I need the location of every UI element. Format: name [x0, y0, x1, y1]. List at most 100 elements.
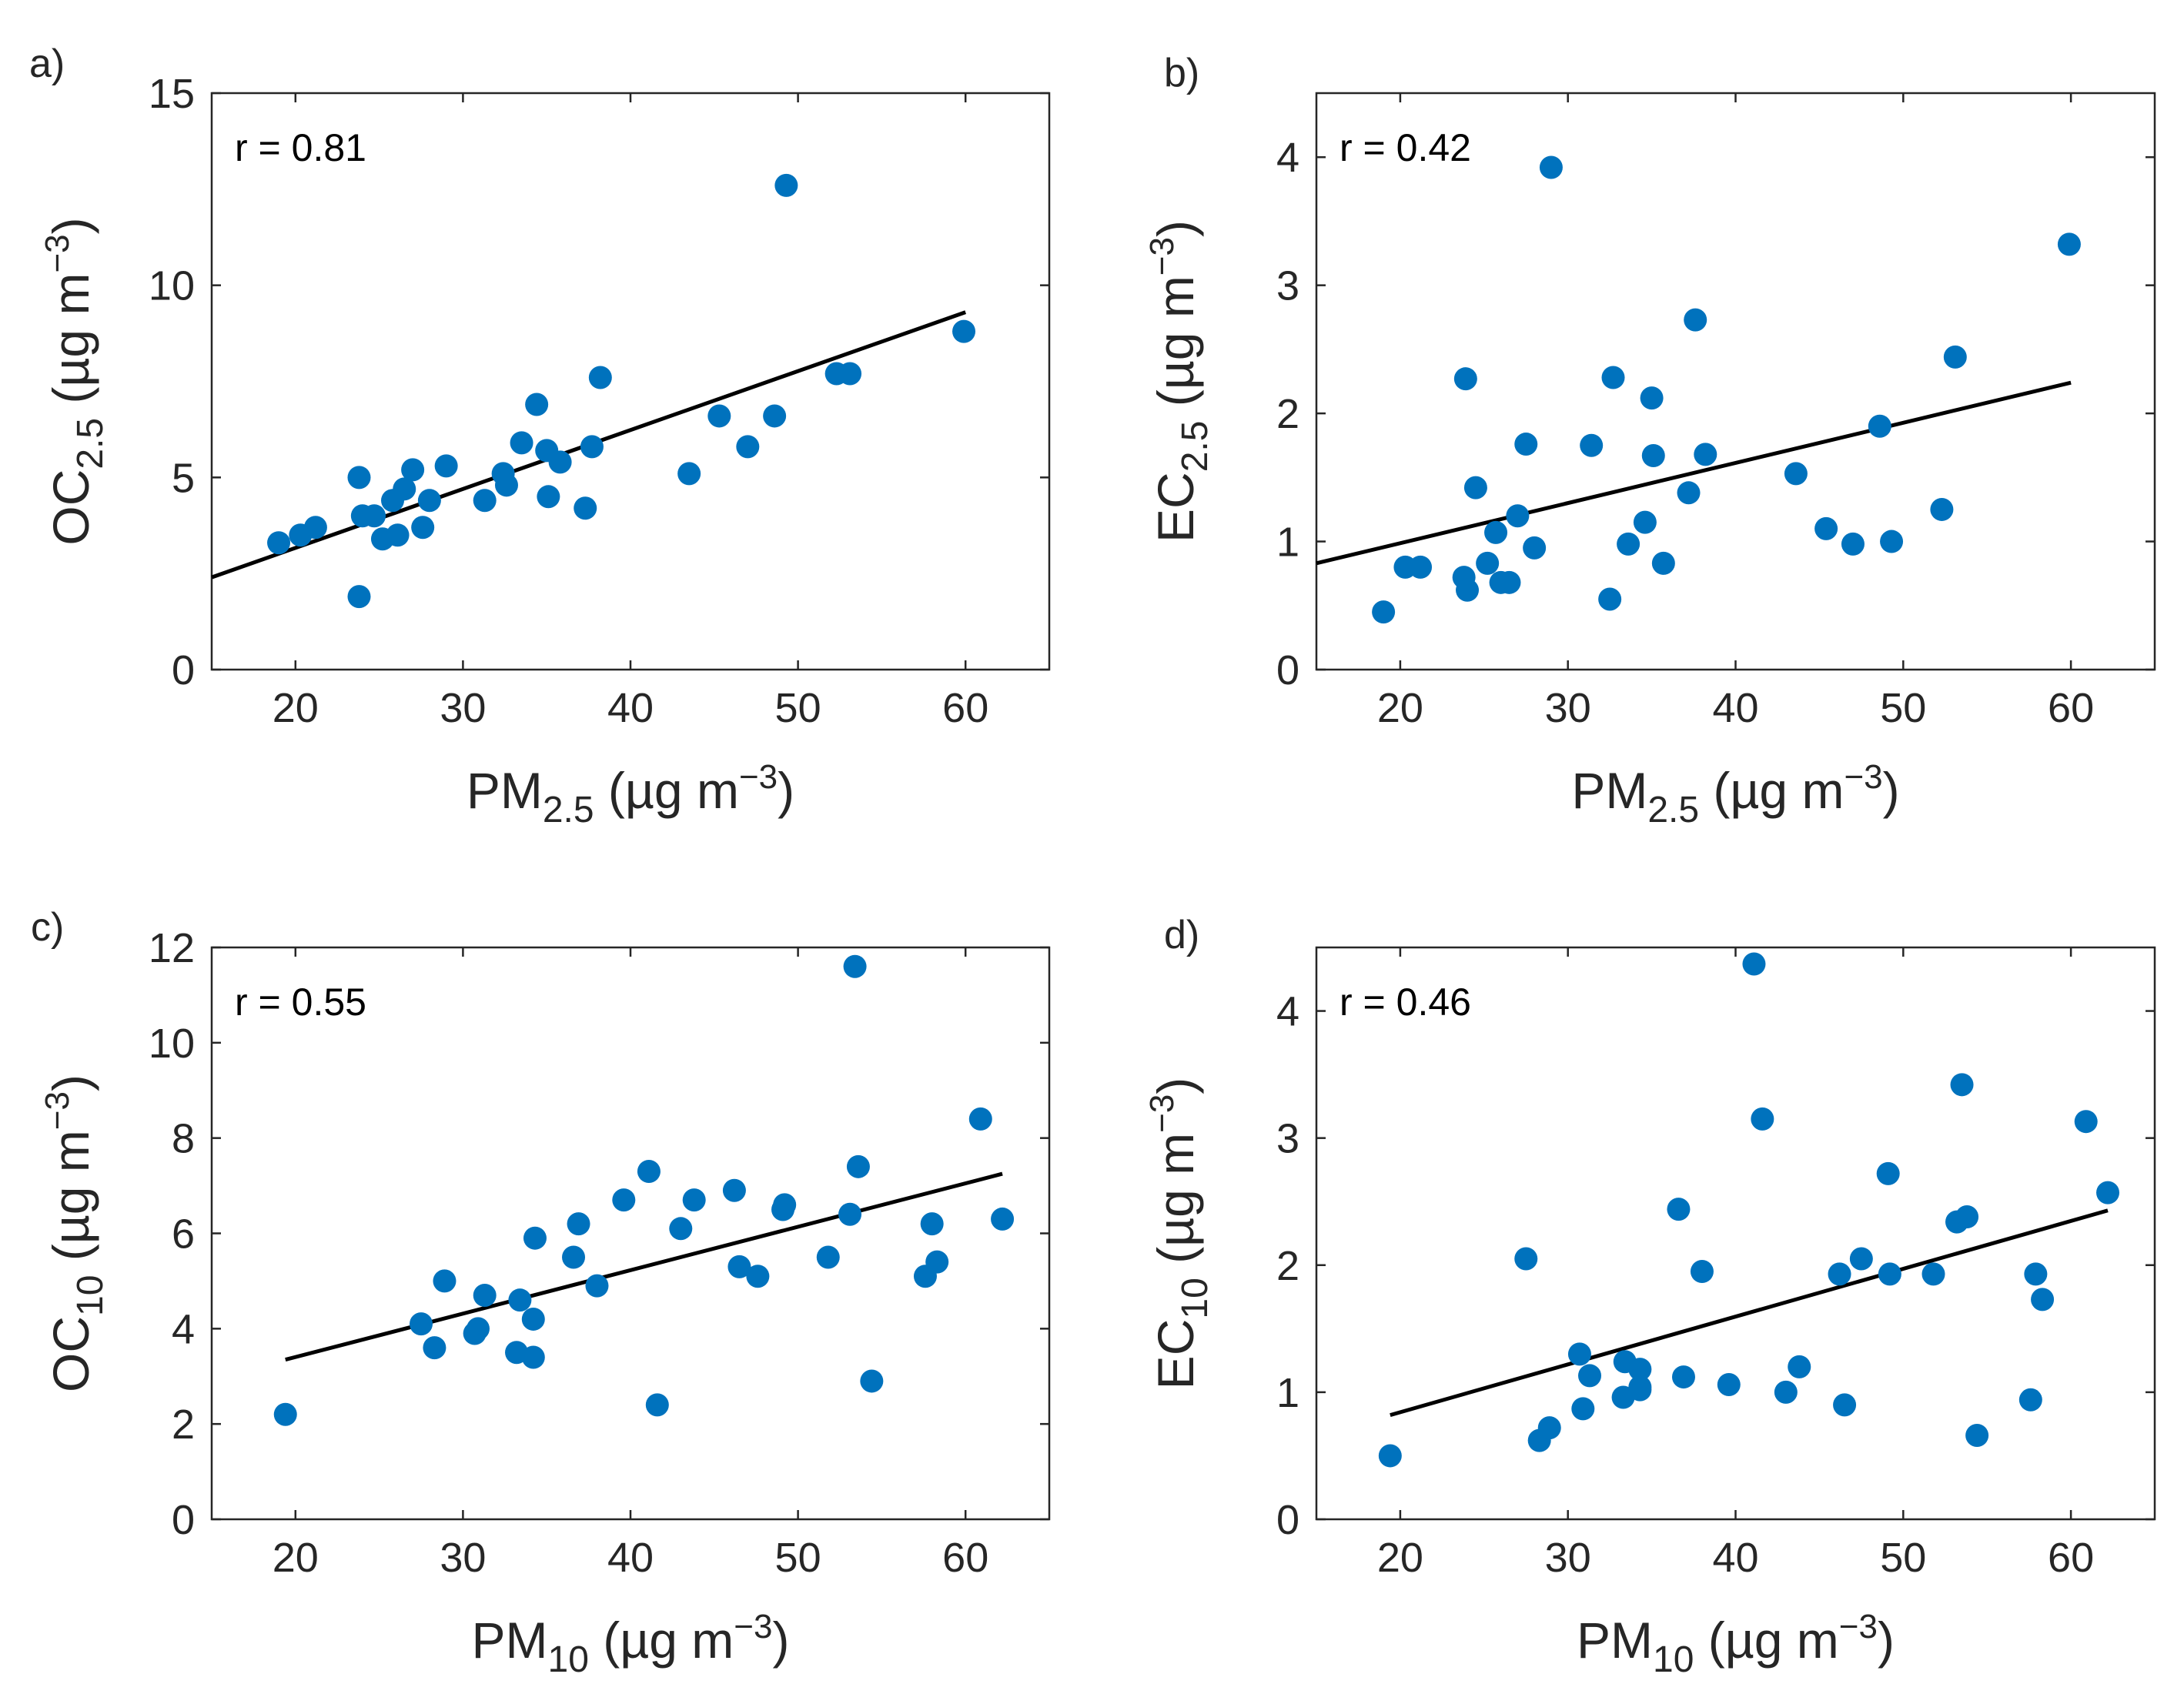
axes-box	[1315, 92, 2156, 671]
data-point	[347, 585, 371, 609]
y-label-base: EC	[1147, 472, 1204, 543]
x-label-subscript: 10	[548, 1639, 589, 1680]
y-label-unit: (µg m	[42, 273, 99, 418]
data-point	[773, 1193, 797, 1217]
data-point	[1628, 1358, 1652, 1382]
data-point	[736, 435, 760, 459]
data-point	[952, 319, 976, 343]
data-point	[401, 458, 425, 482]
y-axis-label: EC2.5 (µg m−3)	[1143, 220, 1216, 543]
y-tick-label: 6	[172, 1211, 195, 1258]
y-label-base: EC	[1147, 1319, 1204, 1390]
data-point	[669, 1217, 693, 1241]
data-point	[466, 1317, 490, 1341]
x-label-unit: (µg m	[594, 762, 739, 819]
data-point	[267, 531, 291, 555]
regression-line	[285, 1171, 1003, 1362]
data-point	[1784, 462, 1808, 486]
x-label-superscript: −3	[1839, 1608, 1878, 1646]
data-point	[846, 1154, 870, 1178]
data-point	[1601, 366, 1625, 389]
y-label-subscript: 10	[70, 1275, 111, 1316]
data-point	[774, 173, 798, 197]
y-label-superscript: −3	[1143, 237, 1181, 276]
data-point	[473, 489, 497, 513]
x-tick-label: 60	[942, 685, 988, 731]
x-label-unit: (µg m	[1694, 1612, 1838, 1669]
y-axis-label: EC10 (µg m−3)	[1143, 1078, 1216, 1390]
data-point	[1849, 1247, 1873, 1271]
data-point	[991, 1207, 1015, 1231]
data-point	[1876, 1161, 1900, 1185]
y-label-close: )	[42, 217, 99, 234]
x-axis-label: PM10 (µg m−3)	[1577, 1608, 1895, 1680]
data-point	[637, 1160, 661, 1184]
y-tick-label: 0	[1276, 647, 1299, 693]
correlation-annotation: r = 0.42	[1339, 126, 1471, 169]
data-point	[2057, 232, 2081, 256]
y-tick-label: 15	[149, 71, 195, 117]
data-point	[417, 489, 441, 513]
data-point	[1409, 555, 1433, 579]
panel-label: a)	[29, 42, 65, 86]
y-tick-label: 0	[172, 1497, 195, 1543]
x-label-unit: (µg m	[1699, 762, 1844, 819]
panel-label: b)	[1164, 51, 1199, 95]
x-tick-label: 30	[1545, 1535, 1591, 1581]
data-point	[1567, 1342, 1591, 1366]
x-tick-label: 60	[2048, 685, 2094, 731]
data-point	[707, 404, 731, 428]
data-point	[410, 1312, 433, 1336]
y-tick-label: 2	[1276, 1243, 1299, 1289]
y-label-close: )	[1147, 1078, 1204, 1094]
data-point	[525, 393, 549, 416]
y-label-base: OC	[42, 469, 99, 546]
data-point	[727, 1255, 751, 1278]
data-point	[523, 1226, 547, 1250]
data-point	[588, 366, 612, 389]
data-point	[1641, 444, 1665, 468]
data-point	[473, 1283, 497, 1307]
regression-line	[1316, 380, 2072, 566]
x-tick-label: 60	[2048, 1535, 2094, 1581]
x-tick-label: 40	[1712, 685, 1758, 731]
x-axis-label: PM2.5 (µg m−3)	[1571, 758, 1899, 830]
axes-box	[210, 92, 1051, 671]
y-tick-label: 2	[1276, 391, 1299, 437]
y-label-superscript: −3	[38, 1091, 76, 1130]
y-tick-label: 4	[172, 1306, 195, 1352]
data-point	[645, 1393, 669, 1417]
data-point	[1742, 952, 1766, 976]
x-tick-label: 20	[273, 685, 319, 731]
data-point	[1828, 1262, 1851, 1286]
data-point	[1677, 481, 1701, 505]
data-point	[363, 504, 386, 528]
correlation-annotation: r = 0.46	[1339, 981, 1471, 1024]
x-tick-label: 30	[440, 1535, 486, 1581]
x-label-base: PM	[472, 1612, 548, 1669]
y-tick-label: 10	[149, 1021, 195, 1067]
data-point	[1667, 1198, 1691, 1221]
data-point	[1814, 516, 1838, 540]
data-point	[682, 1188, 706, 1212]
y-tick-label: 2	[172, 1402, 195, 1448]
y-axis-label: OC2.5 (µg m−3)	[38, 217, 111, 545]
data-point	[1523, 536, 1547, 560]
x-label-unit: (µg m	[589, 1612, 734, 1669]
data-point	[1598, 587, 1622, 611]
y-tick-label: 0	[172, 647, 195, 693]
data-point	[1684, 308, 1707, 332]
x-label-superscript: −3	[734, 1608, 772, 1646]
data-point	[1694, 443, 1717, 466]
data-point	[508, 1288, 532, 1312]
x-label-subscript: 10	[1653, 1639, 1694, 1680]
data-point	[567, 1212, 590, 1236]
y-label-unit: (µg m	[1147, 1133, 1204, 1278]
data-point	[1841, 532, 1865, 556]
data-point	[1943, 345, 1967, 369]
data-point	[1950, 1073, 1974, 1097]
data-point	[1539, 155, 1563, 179]
